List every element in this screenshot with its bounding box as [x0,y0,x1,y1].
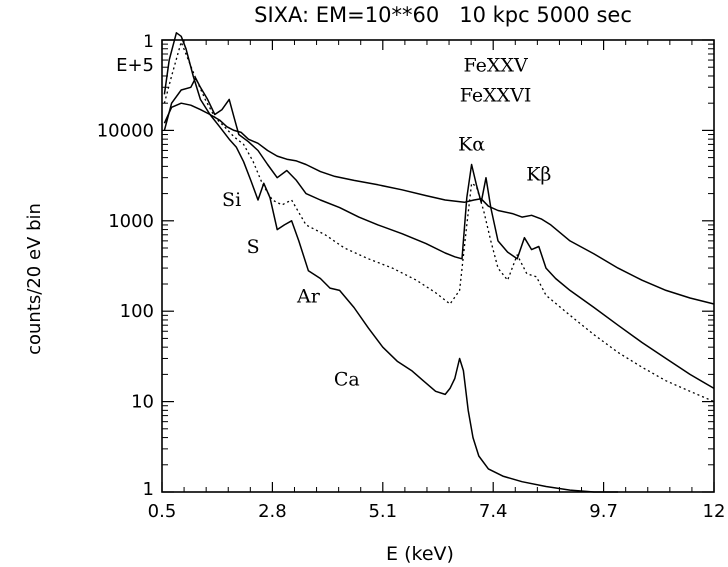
series-line-3 [163,32,618,493]
x-tick-label: 5.1 [368,501,397,522]
y-tick-label: 10000 [97,120,154,141]
annotation-label: Si [222,189,241,211]
annotation-label: FeXXVI [460,84,532,106]
x-axis-label: E (keV) [386,543,454,565]
y-tick-label: 1000 [108,211,154,232]
series-line-2 [163,77,715,390]
annotation-label: S [247,236,260,258]
series-layer [163,32,715,493]
x-tick-label: 9.7 [589,501,618,522]
chart-title: SIXA: EM=10**60 10 kpc 5000 sec [254,3,632,27]
series-line-1 [163,102,715,305]
y-axis-label: counts/20 eV bin [24,203,45,355]
annotation-label: Ca [334,369,360,391]
x-tick-label: 0.5 [148,501,177,522]
annotation-label: Kβ [526,163,551,185]
y-tick-label: 10 [131,392,154,413]
x-tick-label: 7.4 [479,501,508,522]
y-tick-label: 1 [143,479,154,500]
annotation-label: Ar [296,285,321,307]
y-tick-label: 100 [120,301,154,322]
plot-area-frame [161,39,715,493]
annotation-label: Kα [458,133,485,155]
ticks-layer: 0.5 2.8 5.1 7.4 9.7 12 1 10 100 1000 10000 E+5 [97,39,726,522]
series-line-4 [163,41,715,403]
y-tick-label: E+5 [116,55,154,76]
annotation-layer: FeXXV FeXXVI Kα Kβ Si S Ar Ca [222,54,551,390]
x-tick-label: 2.8 [258,501,287,522]
annotation-label: FeXXV [464,54,528,76]
x-tick-label: 12 [703,501,726,522]
y-axis-top-prefix: 1 [143,32,154,52]
